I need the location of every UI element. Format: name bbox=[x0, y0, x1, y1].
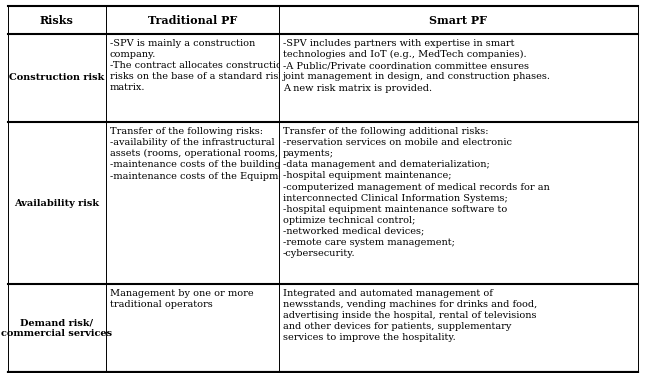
Text: Transfer of the following additional risks:
-reservation services on mobile and : Transfer of the following additional ris… bbox=[283, 127, 550, 258]
Text: -SPV is mainly a construction
company.
-The contract allocates construction
risk: -SPV is mainly a construction company. -… bbox=[110, 39, 287, 93]
Text: Transfer of the following risks:
-availability of the infrastructural
assets (ro: Transfer of the following risks: -availa… bbox=[110, 127, 306, 181]
Text: Construction risk: Construction risk bbox=[9, 73, 105, 82]
Text: Smart PF: Smart PF bbox=[430, 15, 488, 25]
Text: Risks: Risks bbox=[40, 15, 74, 25]
Text: Integrated and automated management of
newsstands, vending machines for drinks a: Integrated and automated management of n… bbox=[283, 289, 537, 342]
Text: Demand risk/
commercial services: Demand risk/ commercial services bbox=[1, 318, 112, 338]
Text: -SPV includes partners with expertise in smart
technologies and IoT (e.g., MedTe: -SPV includes partners with expertise in… bbox=[283, 39, 551, 93]
Text: Availability risk: Availability risk bbox=[14, 198, 99, 207]
Text: Management by one or more
traditional operators: Management by one or more traditional op… bbox=[110, 289, 253, 309]
Text: Traditional PF: Traditional PF bbox=[148, 15, 237, 25]
